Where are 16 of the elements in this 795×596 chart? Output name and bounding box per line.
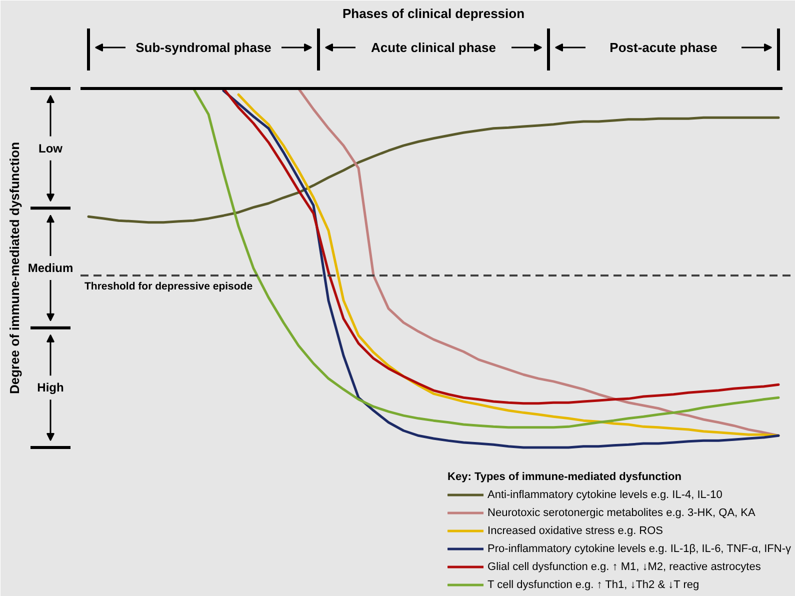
text: High [37, 380, 64, 395]
legend-title: Key: Types of immune-mediated dysfunction [448, 471, 682, 483]
legend-label: Glial cell dysfunction e.g. ↑ M1, ↓M2, reactive astrocytes [488, 560, 761, 574]
text: Sub-syndromal phase [136, 40, 272, 55]
legend-label: Anti-inflammatory cytokine levels e.g. IL-4, IL-10 [488, 488, 722, 502]
legend-label: T cell dysfunction e.g. ↑ Th1, ↓Th2 & ↓T reg [488, 578, 700, 592]
text: Acute clinical phase [371, 40, 496, 55]
text: Medium [28, 261, 74, 275]
y-axis-title: Degree of immune-mediated dysfunction [7, 142, 22, 394]
text: Post-acute phase [610, 40, 718, 55]
ref-line-label: Threshold for depressive episode [84, 280, 253, 293]
text: Low [38, 141, 64, 156]
chart-title: Phases of clinical depression [342, 6, 525, 21]
legend-label: Increased oxidative stress e.g. ROS [488, 524, 664, 538]
legend-label: Neurotoxic serotonergic metabolites e.g. 3-HK, QA, KA [488, 506, 756, 520]
legend-label: Pro-inflammatory cytokine levels e.g. IL-1β, IL-6, TNF-α, IFN-γ [488, 542, 791, 556]
